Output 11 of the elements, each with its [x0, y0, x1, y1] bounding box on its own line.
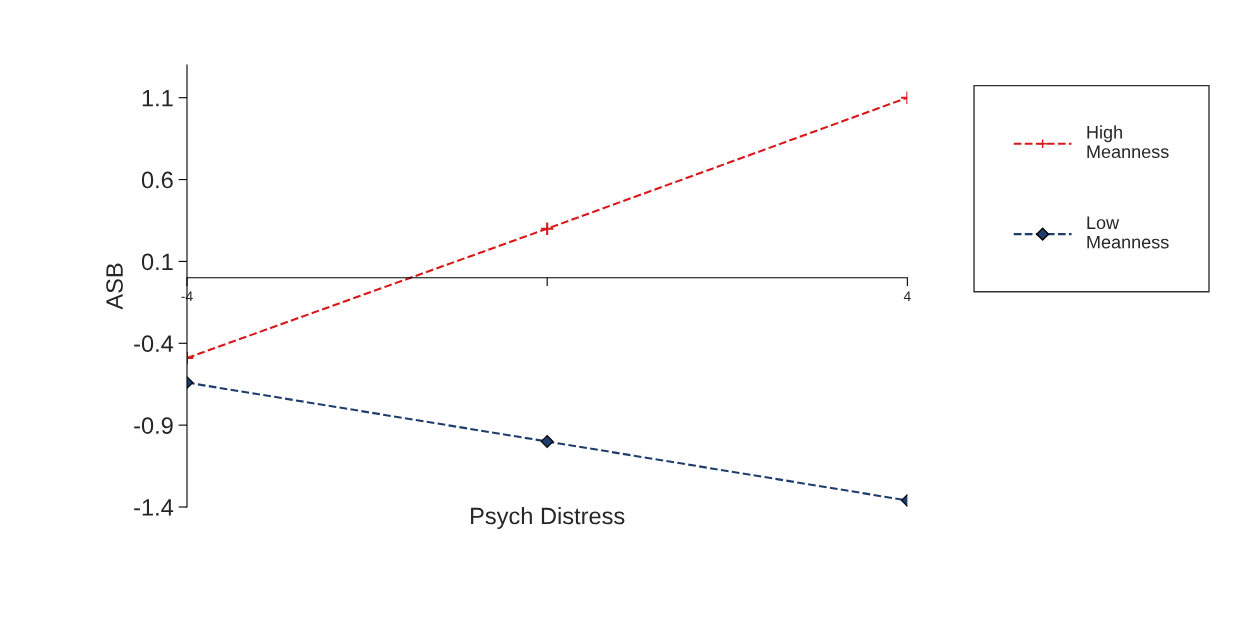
y-tick-label: 0.6: [141, 171, 173, 189]
y-tick-label: -1.4: [134, 499, 174, 516]
y-tick-label: 0.1: [141, 253, 173, 271]
legend-label: High Meanness: [1087, 125, 1169, 159]
y-tick-label: -0.4: [134, 335, 174, 353]
y-tick-label: -0.9: [134, 417, 173, 434]
y-tick-label: 1.1: [142, 90, 173, 107]
legend-label: Low Meanness: [1087, 216, 1169, 249]
x-axis-title: Psych Distress: [471, 507, 625, 530]
x-tick-label: 4: [903, 291, 911, 302]
y-axis-title: ASB: [106, 263, 123, 310]
